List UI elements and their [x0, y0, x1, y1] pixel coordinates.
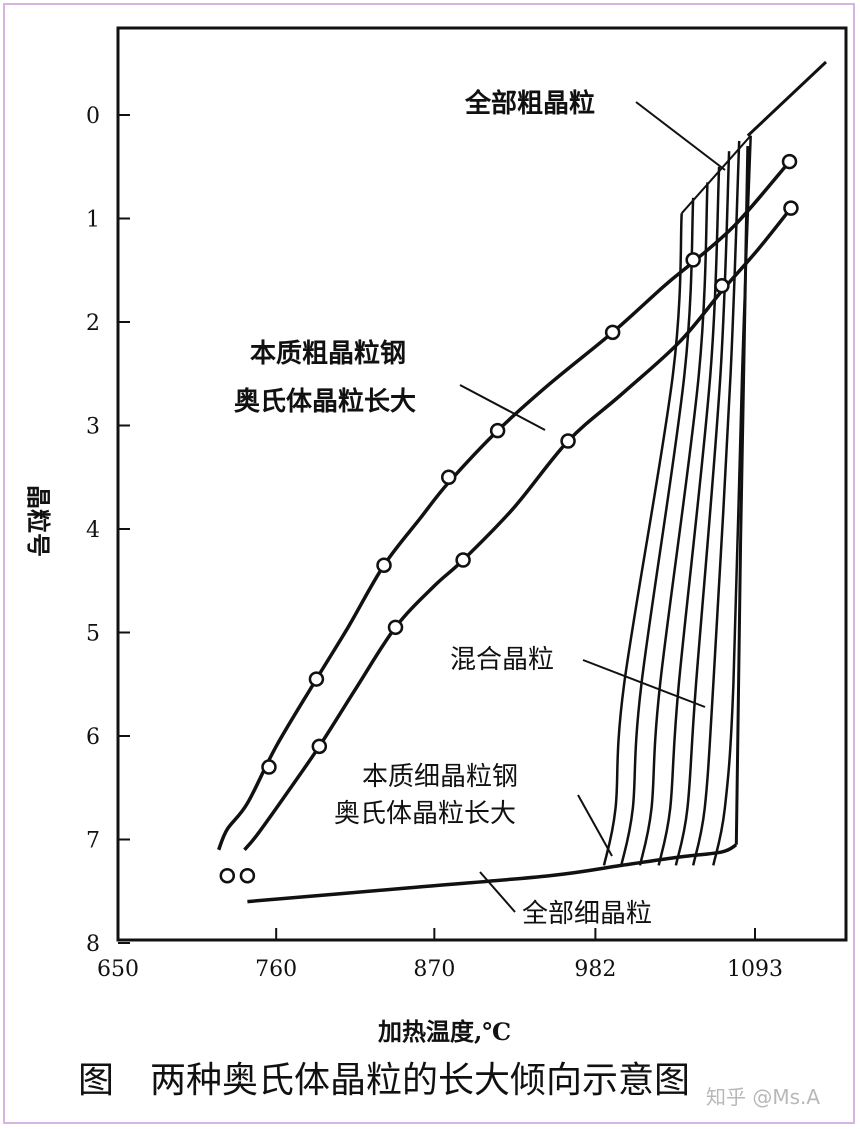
y-tick-label: 4: [86, 518, 100, 543]
mixed-band-line: [657, 166, 721, 866]
data-point-marker: [560, 433, 576, 449]
coarse-limit-line: [746, 60, 828, 137]
x-tick-label: 1093: [727, 957, 783, 982]
leader-all-coarse: [635, 101, 726, 171]
watermark-text: 知乎 @Ms.A: [706, 1085, 820, 1109]
x-tick-label: 870: [413, 957, 455, 982]
data-point-marker: [440, 469, 457, 485]
y-tick-label: 8: [86, 932, 100, 957]
leader-lines: [459, 101, 726, 913]
y-tick-label: 3: [86, 415, 100, 440]
leader-mixed: [582, 659, 706, 708]
leader-all-fine: [479, 871, 516, 913]
data-point-marker: [219, 867, 236, 884]
y-tick-label: 6: [86, 725, 100, 750]
mixed-band-line: [602, 213, 683, 866]
data-point-marker: [714, 278, 730, 294]
mixed-band-line: [620, 197, 695, 866]
data-point-marker: [387, 619, 404, 636]
data-point-marker: [261, 759, 277, 775]
page-frame: [3, 3, 855, 1124]
y-tick-label: 7: [86, 829, 100, 854]
annot-fine-steel-2: 奥氏体晶粒长大: [334, 799, 516, 829]
y-tick-label: 5: [86, 622, 100, 647]
plot-frame: [116, 26, 848, 942]
y-tick-label: 0: [86, 104, 100, 129]
series-line-1: [217, 160, 791, 851]
data-point-marker: [604, 324, 621, 341]
data-point-marker: [489, 422, 506, 439]
data-point-marker: [783, 200, 799, 216]
mixed-band-line: [674, 151, 731, 866]
marker-group: [219, 153, 799, 884]
data-point-marker: [239, 867, 256, 884]
data-point-marker: [455, 552, 471, 568]
mixed-band-line: [691, 140, 741, 866]
data-point-marker: [376, 557, 392, 573]
annot-fine-steel-1: 本质细晶粒钢: [362, 762, 518, 792]
y-axis-title: 晶粒号: [24, 485, 53, 557]
mixed-band-top-edge: [680, 135, 752, 214]
series-group: [217, 60, 828, 904]
fine-steel-rise: [734, 146, 750, 845]
data-point-marker: [781, 153, 798, 170]
annot-coarse-steel-1: 本质粗晶粒钢: [250, 338, 406, 369]
x-tick-label: 982: [574, 957, 616, 982]
mixed-band-line: [638, 182, 709, 866]
leader-fine-steel: [577, 794, 613, 857]
y-axis-ticks: 0 1 2 3 4 5 6 7 8: [86, 104, 130, 957]
y-tick-label: 1: [86, 208, 100, 233]
annot-coarse-steel-2: 奥氏体晶粒长大: [234, 386, 416, 417]
y-tick-label: 2: [86, 311, 100, 336]
data-point-marker: [685, 252, 701, 268]
x-tick-label: 760: [255, 957, 297, 982]
annot-all-coarse: 全部粗晶粒: [464, 88, 595, 119]
mixed-grain-band: [602, 135, 752, 866]
x-axis-title: 加热温度,℃: [378, 1017, 511, 1046]
data-point-marker: [311, 738, 328, 755]
data-point-marker: [308, 671, 325, 687]
series-line-3: [247, 843, 738, 904]
annot-mixed: 混合晶粒: [450, 645, 554, 675]
x-tick-label: 650: [97, 957, 139, 982]
x-axis-ticks: 650 760 870 982 1093: [97, 928, 783, 982]
annot-all-fine: 全部细晶粒: [522, 899, 652, 929]
figure-caption: 图 两种奥氏体晶粒的长大倾向示意图: [78, 1060, 690, 1101]
leader-coarse-steel: [459, 384, 546, 431]
